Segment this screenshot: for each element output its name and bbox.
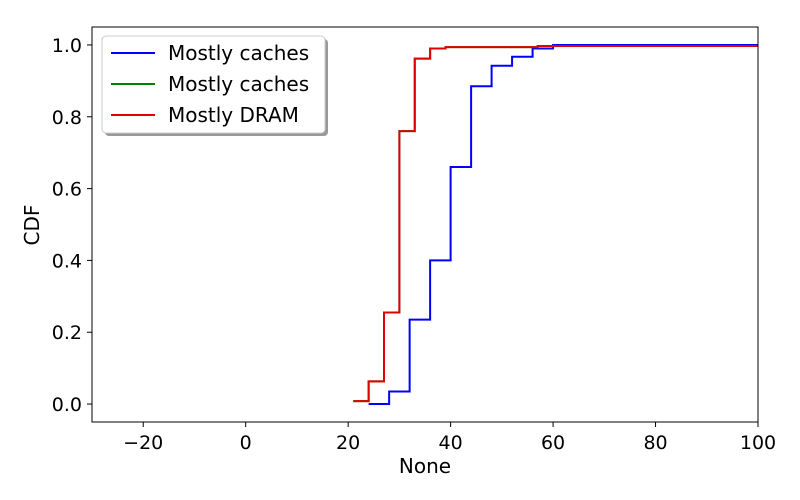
y-tick-label: 0.0 <box>52 394 82 416</box>
legend-label: Mostly caches <box>168 72 309 96</box>
x-tick-label: 40 <box>439 432 463 454</box>
x-tick-label: 60 <box>541 432 565 454</box>
y-axis-ticks: 0.0 0.2 0.4 0.6 0.8 1.0 <box>52 35 92 416</box>
plot-frame <box>91 26 759 423</box>
x-tick-label: −20 <box>123 432 163 454</box>
y-tick-label: 1.0 <box>52 35 82 57</box>
legend: Mostly caches Mostly caches Mostly DRAM <box>101 35 328 136</box>
y-tick-label: 0.8 <box>52 107 82 129</box>
series-line-1 <box>368 43 758 406</box>
x-axis-label: None <box>399 454 451 478</box>
legend-box <box>101 35 326 134</box>
x-tick-label: 20 <box>336 432 360 454</box>
x-tick-label: 100 <box>740 432 776 454</box>
y-axis-label: CDF <box>20 205 44 246</box>
series-layer <box>353 43 758 406</box>
y-tick-label: 0.4 <box>52 250 82 272</box>
y-tick-label: 0.2 <box>52 322 82 344</box>
legend-label: Mostly caches <box>168 41 309 65</box>
y-tick-label: 0.6 <box>52 179 82 201</box>
x-axis-ticks: −20 0 20 40 60 80 100 <box>123 422 776 454</box>
legend-label: Mostly DRAM <box>168 103 299 127</box>
series-line-3 <box>353 45 758 403</box>
x-tick-label: 80 <box>643 432 667 454</box>
x-tick-label: 0 <box>240 432 252 454</box>
